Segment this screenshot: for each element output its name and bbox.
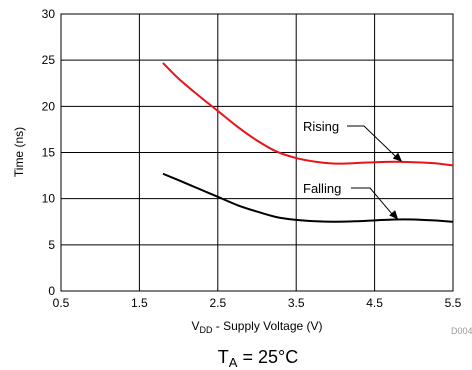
x-axis-title-main: V [191,319,199,333]
y-axis-title: Time (ns) [12,127,26,177]
annotation-arrowhead [389,210,399,220]
annotation-leader [347,125,399,160]
annotation-label-rising: Rising [303,119,339,134]
annotation-label-falling: Falling [303,181,341,196]
plot-frame [60,13,454,292]
annotation-leader [351,187,395,217]
y-tick-label: 25 [42,53,56,67]
y-tick-label: 15 [42,146,56,160]
x-tick-label: 1.5 [131,296,148,310]
x-tick-label: 5.5 [445,296,462,310]
annotation-label-bg [301,119,348,134]
y-tick-label: 10 [42,192,56,206]
y-tick-label: 30 [42,7,56,21]
annotations: Rising Falling [301,119,403,220]
annotation-label-bg [301,181,352,196]
figure-code: D004 [451,326,472,336]
caption-rest: = 25°C [237,347,298,367]
x-tick-label: 4.5 [366,296,383,310]
x-axis-title: VDD - Supply Voltage (V) [191,319,322,335]
caption-main: T [218,347,229,367]
x-tick-label: 0.5 [53,296,70,310]
x-axis-title-subscript: DD [199,325,212,335]
x-tick-label: 3.5 [288,296,305,310]
y-tick-label: 5 [48,238,55,252]
series-lines [162,62,454,223]
y-tick-label: 20 [42,99,56,113]
y-tick-labels: 0 5 10 15 20 25 30 [42,7,56,298]
caption: TA = 25°C [218,347,298,370]
annotation-arrowhead [392,152,403,162]
series-line-falling [162,172,454,223]
x-tick-labels: 0.5 1.5 2.5 3.5 4.5 5.5 [53,296,462,310]
x-axis-title-rest: - Supply Voltage (V) [212,319,322,333]
series-line-rising [162,62,454,167]
y-tick-label: 0 [48,284,55,298]
gridlines [60,13,454,292]
caption-subscript: A [229,355,238,370]
x-tick-label: 2.5 [209,296,226,310]
